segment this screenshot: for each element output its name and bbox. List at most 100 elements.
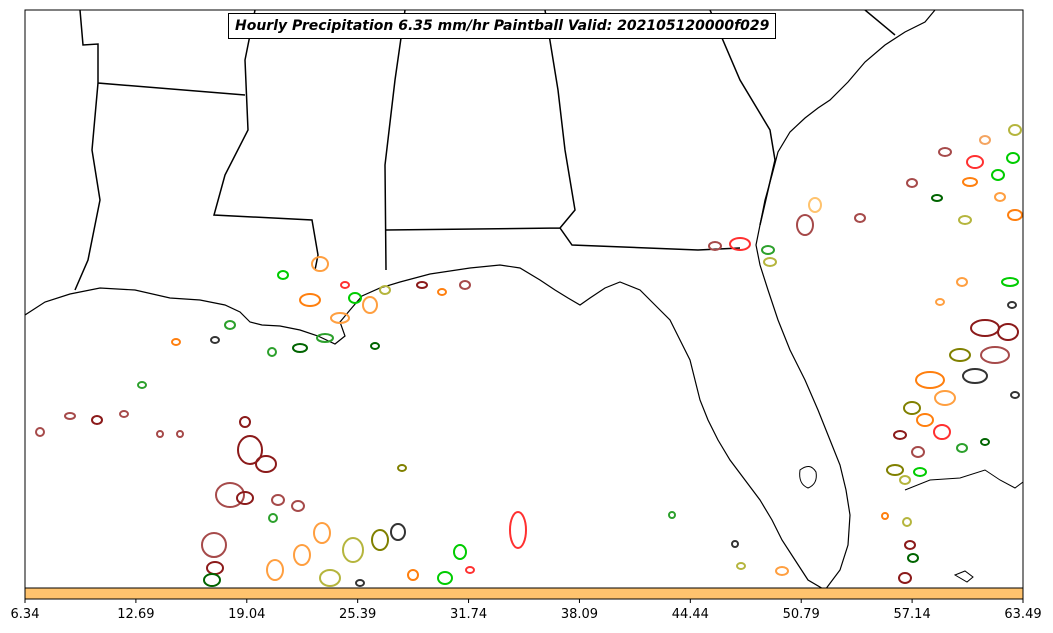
colorbar-ticks (24, 599, 1024, 603)
precip-blob (731, 540, 739, 548)
precip-blob (1007, 209, 1023, 221)
colorbar-tick-label: 25.39 (339, 607, 377, 622)
precip-blob (291, 500, 305, 512)
precip-blob (1001, 277, 1019, 287)
colorbar-tick-label: 19.04 (228, 607, 266, 622)
precip-paintballs (35, 124, 1023, 587)
precip-blob (316, 333, 334, 343)
precip-blob (236, 491, 254, 505)
precip-blob (509, 511, 527, 549)
precip-blob (916, 413, 934, 427)
precip-blob (330, 312, 350, 324)
precip-blob (997, 323, 1019, 341)
precip-blob (736, 562, 746, 570)
precip-blob (933, 424, 951, 440)
precip-blob (215, 482, 245, 508)
colorbar (24, 587, 1024, 600)
map-title: Hourly Precipitation 6.35 mm/hr Paintbal… (228, 13, 777, 39)
precip-blob (362, 296, 378, 314)
precip-blob (459, 280, 471, 290)
precip-blob (299, 293, 321, 307)
precip-blob (271, 494, 285, 506)
bahamas-island (953, 570, 974, 583)
precip-blob (1007, 301, 1017, 309)
precip-blob (293, 544, 311, 566)
precip-blob (994, 192, 1006, 202)
precip-blob (911, 446, 925, 458)
gulf-coastline (25, 264, 823, 588)
colorbar-tick-label: 6.34 (10, 607, 40, 622)
precip-blob (437, 288, 447, 296)
precip-blob (91, 415, 103, 425)
precip-blob (956, 443, 968, 453)
precip-blob (342, 537, 364, 563)
precip-blob (907, 553, 919, 563)
precip-blob (239, 416, 251, 428)
precip-blob (761, 245, 775, 255)
precip-blob (962, 368, 988, 384)
precip-blob (176, 430, 184, 438)
precip-blob (898, 572, 912, 584)
precip-blob (237, 435, 263, 465)
precip-blob (171, 338, 181, 346)
precip-blob (201, 532, 227, 558)
precip-blob (64, 412, 76, 420)
precip-blob (903, 401, 921, 415)
colorbar-tick-label: 63.49 (1004, 607, 1042, 622)
precip-blob (980, 438, 990, 446)
precip-blob (938, 147, 952, 157)
precip-blob (1010, 391, 1020, 399)
precip-blob (808, 197, 822, 213)
precip-blob (915, 371, 945, 389)
precip-blob (886, 464, 904, 476)
colorbar-tick-label: 12.69 (117, 607, 155, 622)
precip-blob (203, 573, 221, 587)
precip-blob (210, 336, 220, 344)
precip-blob (371, 529, 389, 551)
precip-blob (416, 281, 428, 289)
precip-blob (390, 523, 406, 541)
precip-blob (379, 285, 391, 295)
precip-blob (980, 346, 1010, 364)
precip-blob (966, 155, 984, 169)
precip-blob (708, 241, 722, 251)
colorbar-tick-label: 50.79 (782, 607, 820, 622)
precip-blob (913, 467, 927, 477)
precip-blob (156, 430, 164, 438)
precip-blob (962, 177, 978, 187)
precip-blob (729, 237, 751, 251)
colorbar-tick-label: 44.44 (671, 607, 709, 622)
colorbar-tick-label: 57.14 (893, 607, 931, 622)
precip-blob (979, 135, 991, 145)
precip-blob (906, 178, 918, 188)
precip-blob (437, 571, 453, 585)
precip-blob (796, 214, 814, 236)
precip-blob (934, 390, 956, 406)
precip-blob (348, 292, 362, 304)
precip-blob (763, 257, 777, 267)
precip-blob (35, 427, 45, 437)
precip-blob (935, 298, 945, 306)
precip-blob (119, 410, 129, 418)
precip-blob (267, 347, 277, 357)
precip-blob (956, 277, 968, 287)
precip-blob (465, 566, 475, 574)
precip-blob (370, 342, 380, 350)
precip-blob (453, 544, 467, 560)
precip-blob (881, 512, 889, 520)
precip-blob (137, 381, 147, 389)
precip-blob (340, 281, 350, 289)
precip-blob (355, 579, 365, 587)
precip-blob (904, 540, 916, 550)
precip-blob (1008, 124, 1022, 136)
precip-blob (775, 566, 789, 576)
precip-blob (902, 517, 912, 527)
precip-blob (991, 169, 1005, 181)
precip-blob (266, 559, 284, 581)
colorbar-tick-label: 31.74 (449, 607, 488, 622)
precip-blob (255, 455, 277, 473)
precip-blob (958, 215, 972, 225)
precip-blob (397, 464, 407, 472)
precip-blob (268, 513, 278, 523)
